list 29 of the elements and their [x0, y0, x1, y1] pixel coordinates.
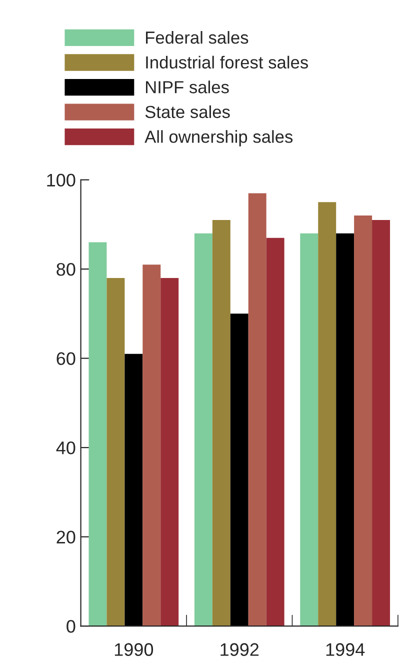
bar [230, 314, 248, 626]
bar [266, 238, 284, 626]
legend-label: Industrial forest sales [146, 56, 308, 69]
bar [354, 216, 372, 626]
x-tick-label: 1994 [326, 643, 365, 656]
legend-label: State sales [145, 105, 230, 118]
bar [336, 233, 354, 626]
bar [124, 354, 143, 626]
legend-label: All ownership sales [144, 130, 293, 146]
bar [88, 242, 107, 626]
legend-label: Federal sales [146, 31, 248, 44]
bar [142, 264, 161, 626]
bar [318, 202, 336, 626]
bar [372, 220, 390, 626]
legend-label: NIPF sales [146, 80, 229, 94]
y-tick-label: 80 [56, 263, 76, 276]
y-tick-label: 100 [47, 174, 76, 187]
bar [248, 193, 266, 626]
x-tick-label: 1992 [220, 643, 259, 656]
bar [300, 233, 318, 626]
bar [212, 220, 230, 626]
y-tick-label: 60 [56, 352, 76, 366]
y-tick-label: 40 [56, 441, 76, 454]
bar [160, 278, 179, 626]
bar [106, 278, 125, 626]
y-tick-label: 20 [56, 530, 76, 544]
y-tick-label: 0 [66, 620, 76, 633]
x-tick-label: 1990 [114, 643, 154, 656]
bar [194, 233, 212, 626]
